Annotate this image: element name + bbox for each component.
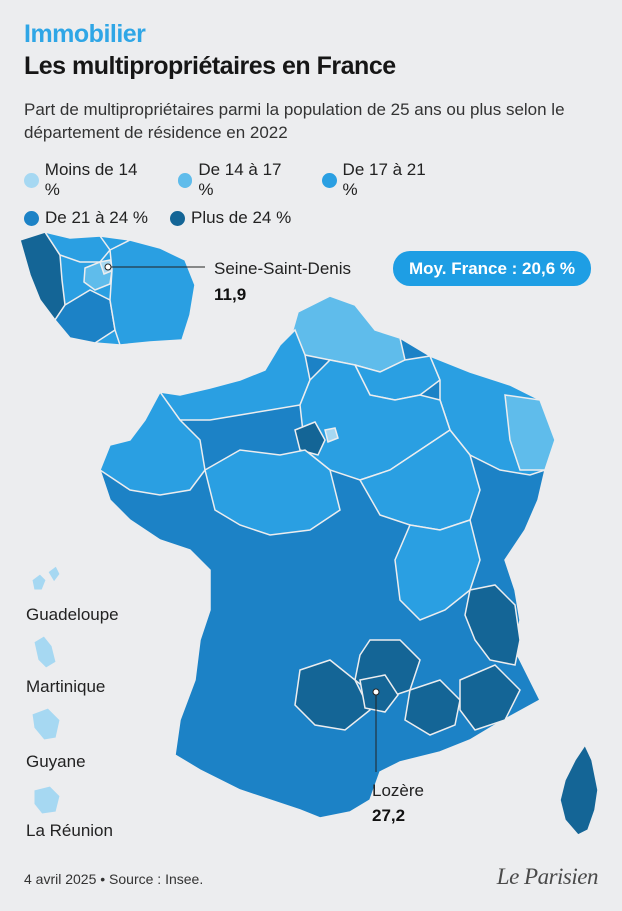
idf-seine-et-marne bbox=[109, 239, 196, 346]
legend-label: De 17 à 21 % bbox=[342, 160, 426, 199]
legend: Moins de 14 % De 14 à 17 % De 17 à 21 % … bbox=[24, 160, 444, 236]
france-mainland bbox=[99, 295, 556, 819]
subtitle: Part de multipropriétaires parmi la popu… bbox=[24, 100, 565, 142]
callout-value-lozere: 27,2 bbox=[372, 806, 406, 825]
region-normandie bbox=[158, 328, 311, 421]
page-title: Les multipropriétaires en France bbox=[24, 52, 396, 80]
guyane-shape bbox=[31, 707, 61, 741]
legend-swatch bbox=[170, 210, 186, 226]
legend-swatch bbox=[321, 172, 337, 188]
legend-item: Plus de 24 % bbox=[170, 208, 291, 228]
legend-label: De 21 à 24 % bbox=[45, 208, 149, 227]
average-badge: Moy. France : 20,6 % bbox=[393, 251, 591, 286]
legend-item: De 17 à 21 % bbox=[321, 160, 444, 200]
le-parisien-logo: Le Parisien bbox=[496, 864, 599, 889]
region-provence bbox=[459, 664, 521, 731]
callout-value-ssd: 11,9 bbox=[214, 285, 247, 304]
legend-label: Plus de 24 % bbox=[191, 208, 292, 227]
corsica bbox=[559, 743, 599, 836]
legend-item: De 14 à 17 % bbox=[177, 160, 300, 200]
martinique-shape bbox=[33, 635, 57, 669]
reunion-shape bbox=[33, 785, 61, 815]
overseas bbox=[31, 565, 61, 815]
region-alsace bbox=[504, 394, 556, 471]
callout-dot-lozere bbox=[372, 688, 380, 696]
region-bretagne bbox=[99, 390, 206, 496]
region-aveyron bbox=[294, 659, 371, 731]
legend-label: Moins de 14 % bbox=[44, 160, 138, 199]
region-rhone bbox=[394, 519, 481, 621]
region-bourgogne bbox=[358, 428, 481, 531]
callout-dot-ssd bbox=[104, 263, 112, 271]
overseas-label-reunion: La Réunion bbox=[26, 821, 113, 840]
legend-swatch bbox=[24, 172, 39, 188]
guadeloupe-shape bbox=[31, 565, 61, 591]
legend-label: De 14 à 17 % bbox=[198, 160, 282, 199]
legend-item: De 21 à 24 % bbox=[24, 208, 148, 228]
footer-source: 4 avril 2025 • Source : Insee. bbox=[24, 871, 204, 887]
region-paris-ssd bbox=[324, 427, 339, 444]
idf-inset bbox=[19, 230, 196, 346]
idf-val-doise bbox=[43, 230, 111, 263]
overseas-label-guyane: Guyane bbox=[26, 752, 86, 771]
overseas-label-guadeloupe: Guadeloupe bbox=[26, 605, 119, 624]
legend-swatch bbox=[177, 172, 193, 188]
kicker: Immobilier bbox=[24, 20, 146, 48]
callout-label-ssd: Seine-Saint-Denis bbox=[214, 259, 352, 278]
legend-swatch bbox=[24, 210, 39, 226]
region-alps bbox=[464, 584, 521, 666]
region-centre-val bbox=[204, 449, 341, 536]
idf-essonne bbox=[54, 289, 116, 344]
legend-item: Moins de 14 % bbox=[24, 160, 156, 200]
region-centre-paris bbox=[299, 359, 451, 481]
callout-label-lozere: Lozère bbox=[372, 781, 424, 800]
overseas-label-martinique: Martinique bbox=[26, 677, 106, 696]
region-gard bbox=[404, 679, 461, 736]
region-paris-yvelines bbox=[294, 421, 326, 456]
